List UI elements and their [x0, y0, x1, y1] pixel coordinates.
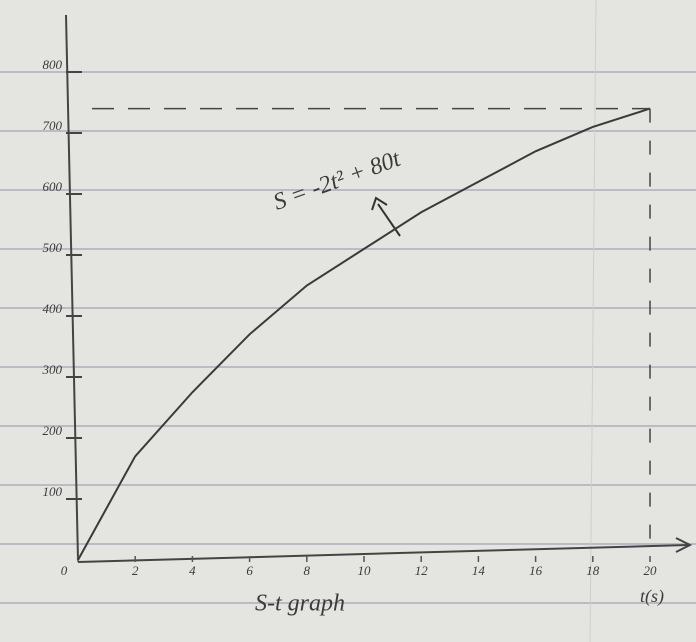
- x-tick-label: 6: [246, 563, 253, 578]
- annotation-arrow: [378, 204, 400, 236]
- x-axis-title: S-t graph: [255, 591, 345, 617]
- x-tick-label: 18: [586, 563, 600, 578]
- x-tick-label: 0: [61, 563, 68, 578]
- y-tick-label: 200: [43, 423, 63, 438]
- y-tick-label: 500: [43, 240, 63, 255]
- y-tick-label: 300: [42, 362, 63, 377]
- x-tick-label: 2: [132, 563, 139, 578]
- y-tick-label: 700: [43, 118, 63, 133]
- annotation-arrowhead: [372, 198, 387, 210]
- paper-margin: [590, 0, 596, 642]
- y-tick-label: 800: [43, 57, 63, 72]
- x-tick-label: 4: [189, 563, 196, 578]
- y-axis: [66, 15, 78, 560]
- y-tick-label: 600: [43, 179, 63, 194]
- x-tick-label: 8: [304, 563, 311, 578]
- x-unit-label: t(s): [640, 586, 664, 607]
- x-tick-label: 16: [529, 563, 543, 578]
- x-tick-label: 20: [644, 563, 658, 578]
- equation-annotation: S = -2t² + 80t: [270, 145, 405, 215]
- x-tick-label: 14: [472, 563, 486, 578]
- chart: S = -2t² + 80t S-t graph t(s) 1002003004…: [0, 0, 696, 642]
- x-tick-label: 10: [358, 563, 372, 578]
- page: S = -2t² + 80t S-t graph t(s) 1002003004…: [0, 0, 696, 642]
- y-tick-label: 400: [43, 301, 63, 316]
- x-tick-label: 12: [415, 563, 429, 578]
- y-tick-label: 100: [43, 484, 63, 499]
- x-axis: [78, 545, 688, 562]
